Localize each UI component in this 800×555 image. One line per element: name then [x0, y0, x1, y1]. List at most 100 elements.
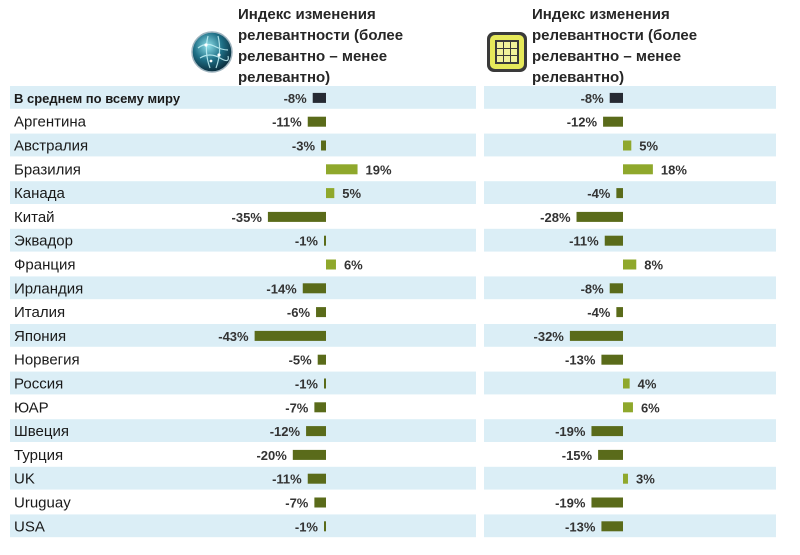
data-label: 19%	[366, 162, 392, 177]
category-label: UK	[14, 471, 35, 488]
bar	[598, 449, 623, 460]
data-label: -20%	[256, 448, 287, 463]
bar	[591, 497, 623, 508]
data-label: -8%	[581, 281, 605, 296]
bar	[601, 521, 623, 532]
series-2-header: Индекс изменения релевантности (более ре…	[532, 6, 698, 86]
category-label: В среднем по всему миру	[14, 91, 181, 106]
bar	[591, 426, 623, 437]
bar	[623, 473, 628, 484]
category-label: Бразилия	[14, 161, 81, 178]
bar	[316, 307, 326, 318]
data-label: -4%	[587, 186, 611, 201]
row-band	[10, 324, 476, 347]
row-band	[484, 466, 776, 490]
row-band	[10, 514, 476, 538]
bar	[576, 211, 623, 222]
bar	[307, 116, 326, 127]
row-band	[10, 371, 476, 395]
bar	[623, 378, 630, 389]
category-label: Ирландия	[14, 280, 83, 297]
bar	[623, 402, 633, 413]
row-band	[484, 514, 776, 538]
bar	[314, 497, 326, 508]
data-label: -5%	[289, 353, 313, 368]
data-label: -14%	[266, 281, 297, 296]
row-band	[10, 276, 476, 300]
data-label: -7%	[285, 400, 309, 415]
data-label: -1%	[295, 234, 319, 249]
category-label: Эквадор	[14, 233, 73, 250]
data-label: -6%	[287, 305, 311, 320]
grid-icon	[487, 32, 527, 72]
data-label: -11%	[569, 234, 599, 249]
bar	[601, 354, 623, 365]
bar	[616, 307, 623, 318]
bar	[306, 426, 326, 437]
data-label: -15%	[562, 448, 593, 463]
category-label: Uruguay	[14, 495, 71, 512]
row-band	[484, 324, 776, 347]
row-band	[10, 133, 476, 157]
bar	[609, 283, 623, 294]
category-label: Россия	[14, 376, 63, 393]
category-label: Франция	[14, 257, 75, 274]
data-label: 18%	[661, 162, 687, 177]
data-label: -12%	[270, 424, 301, 439]
bar	[317, 354, 326, 365]
data-label: -32%	[534, 329, 565, 344]
data-label: -1%	[295, 377, 319, 392]
bar	[603, 116, 623, 127]
category-label: Турция	[14, 447, 63, 464]
row-band	[10, 466, 476, 490]
bar	[609, 92, 623, 103]
data-label: 5%	[342, 186, 361, 201]
row-band	[10, 181, 476, 204]
bar	[307, 473, 326, 484]
row-band	[484, 276, 776, 300]
data-label: 8%	[644, 258, 663, 273]
category-label: Италия	[14, 304, 65, 321]
category-label: Япония	[14, 328, 66, 345]
bar	[623, 164, 653, 175]
bar	[254, 330, 326, 341]
bar	[604, 235, 623, 246]
bar	[326, 164, 358, 175]
category-label: Австралия	[14, 138, 88, 155]
data-label: -13%	[565, 519, 596, 534]
row-band	[484, 181, 776, 204]
data-label: 6%	[344, 258, 363, 273]
globe-icon	[191, 31, 233, 73]
data-label: 4%	[638, 377, 657, 392]
bar	[267, 211, 326, 222]
data-label: -1%	[295, 519, 319, 534]
data-label: -11%	[272, 115, 302, 130]
category-label: ЮАР	[14, 399, 49, 416]
data-label: -19%	[555, 496, 586, 511]
bar	[569, 330, 623, 341]
data-label: -19%	[555, 424, 586, 439]
data-label: -35%	[232, 210, 263, 225]
row-band	[484, 86, 776, 109]
bar	[623, 140, 632, 151]
data-label: -28%	[540, 210, 571, 225]
category-label: Швеция	[14, 423, 69, 440]
data-label: -4%	[587, 305, 611, 320]
category-label: Норвегия	[14, 352, 80, 369]
data-label: -8%	[284, 91, 308, 106]
data-label: -11%	[272, 472, 302, 487]
bar	[292, 449, 326, 460]
data-label: 6%	[641, 400, 660, 415]
category-label: Аргентина	[14, 114, 87, 131]
row-band	[484, 419, 776, 442]
data-label: 5%	[639, 139, 658, 154]
bar	[326, 188, 335, 199]
series-1-header: Индекс изменения релевантности (более ре…	[238, 6, 404, 86]
bar	[324, 521, 326, 532]
row-band	[484, 228, 776, 252]
row-band	[10, 228, 476, 252]
bar	[314, 402, 326, 413]
bar	[321, 140, 326, 151]
row-band	[10, 419, 476, 442]
